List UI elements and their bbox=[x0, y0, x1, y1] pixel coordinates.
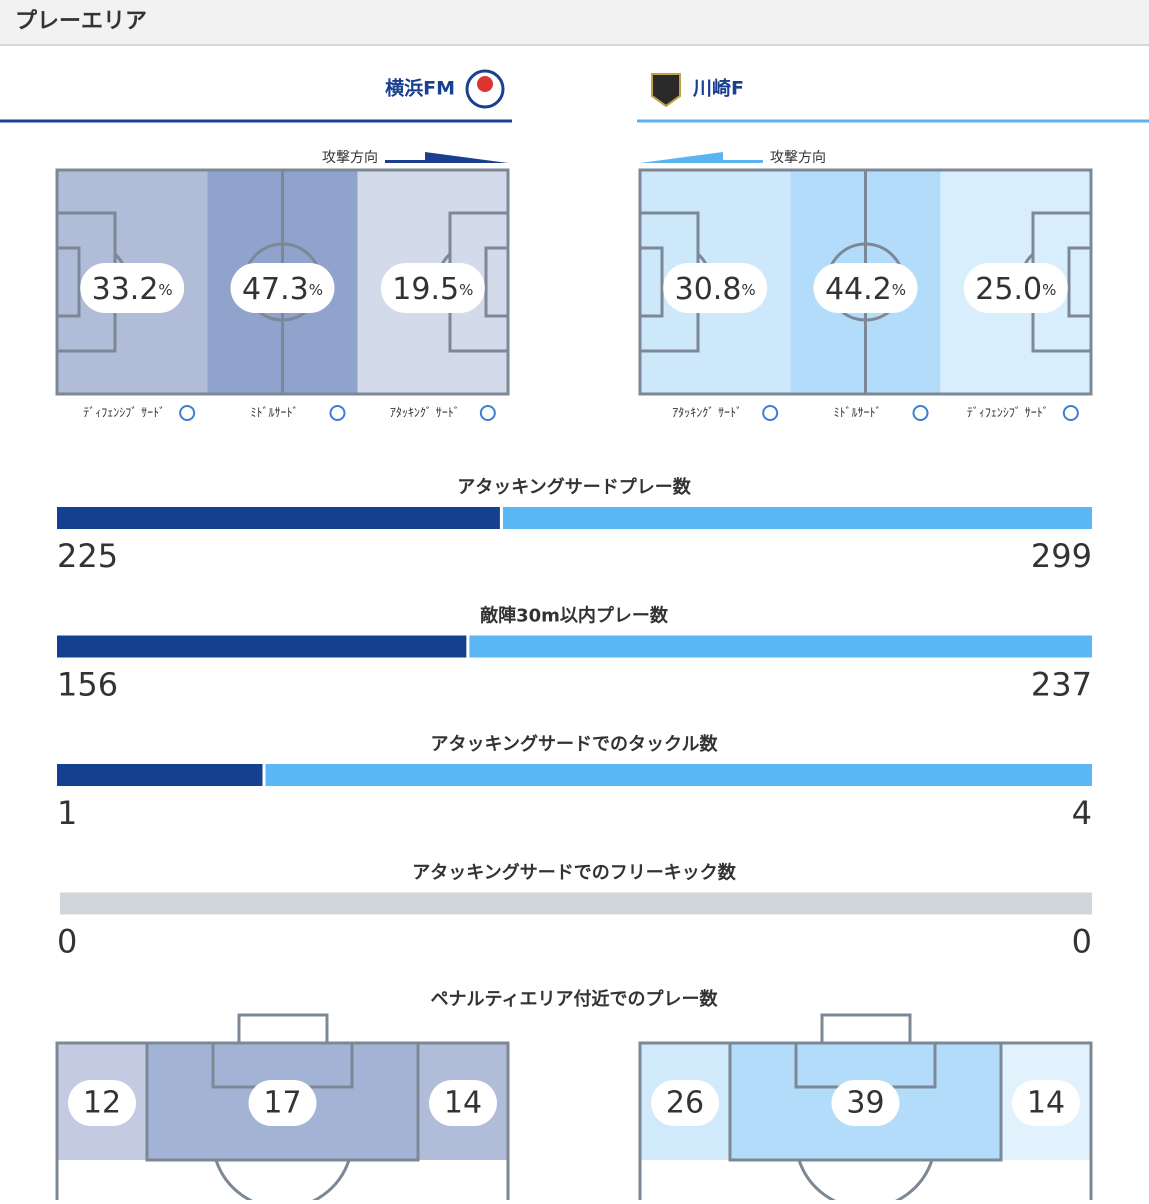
zone-label: ｱﾀｯｷﾝｸﾞ ｻｰﾄﾞ bbox=[672, 406, 742, 420]
zone-label: ﾃﾞｨﾌｪﾝｼﾌﾞ ｻｰﾄﾞ bbox=[967, 406, 1049, 420]
percent-unit: % bbox=[1042, 281, 1056, 299]
away-bar bbox=[502, 507, 1092, 529]
value-pill bbox=[80, 263, 185, 313]
zone-value: 44.2 bbox=[825, 272, 892, 307]
home-team-name: 横浜FM bbox=[385, 77, 455, 100]
value-pill bbox=[429, 1080, 497, 1126]
help-icon[interactable] bbox=[329, 405, 346, 421]
home-bar bbox=[57, 507, 500, 529]
away-value: 0 bbox=[1072, 923, 1092, 961]
help-icon[interactable] bbox=[912, 405, 929, 421]
area-value: 14 bbox=[1027, 1086, 1065, 1121]
empty-bar bbox=[60, 892, 1092, 915]
goal-box bbox=[484, 246, 510, 318]
home-value: 1 bbox=[57, 794, 77, 832]
home-value: 225 bbox=[57, 537, 118, 575]
header-title: プレーエリア bbox=[15, 9, 147, 34]
area-value: 12 bbox=[83, 1086, 121, 1121]
goal-box bbox=[1067, 246, 1093, 318]
value-pill bbox=[831, 1080, 900, 1126]
value-pill bbox=[68, 1080, 136, 1126]
direction-label: 攻撃方向 bbox=[322, 150, 378, 166]
away-value: 4 bbox=[1072, 794, 1092, 832]
zone-value: 33.2 bbox=[92, 272, 159, 307]
help-icon[interactable] bbox=[762, 405, 779, 421]
home-team-logo-mark bbox=[477, 76, 493, 92]
goal-box bbox=[638, 246, 664, 318]
field-line bbox=[145, 1043, 420, 1162]
away-value: 237 bbox=[1031, 666, 1092, 704]
zone-label: ﾐﾄﾞﾙｻｰﾄﾞ bbox=[250, 406, 298, 420]
zone-value: 30.8 bbox=[675, 272, 742, 307]
direction-arrow bbox=[640, 152, 763, 163]
goal bbox=[820, 1013, 912, 1043]
zone-percent: 19.5% bbox=[392, 272, 473, 307]
home-bar bbox=[57, 764, 263, 786]
stat-title: アタッキングサードプレー数 bbox=[457, 476, 691, 498]
zone-value: 25.0 bbox=[975, 272, 1042, 307]
value-pill bbox=[663, 263, 768, 313]
help-icon[interactable] bbox=[479, 405, 496, 421]
percent-unit: % bbox=[158, 281, 172, 299]
help-icon[interactable] bbox=[179, 405, 196, 421]
value-pill bbox=[1012, 1080, 1080, 1126]
away-team-logo bbox=[651, 73, 681, 108]
percent-unit: % bbox=[892, 281, 906, 299]
zone-label: ｱﾀｯｷﾝｸﾞ ｻｰﾄﾞ bbox=[390, 406, 460, 420]
zone-value: 19.5 bbox=[392, 272, 459, 307]
stat-title: 敵陣30m以内プレー数 bbox=[480, 605, 669, 627]
value-pill bbox=[813, 263, 918, 313]
away-bar bbox=[469, 635, 1092, 658]
penalty-arc bbox=[797, 1159, 934, 1204]
zone-value: 47.3 bbox=[242, 272, 309, 307]
home-value: 156 bbox=[57, 666, 118, 704]
direction-arrow bbox=[385, 152, 508, 163]
zone-percent: 30.8% bbox=[675, 272, 756, 307]
home-bar bbox=[57, 635, 467, 658]
goal-box bbox=[55, 246, 81, 318]
penalty-arc bbox=[214, 1159, 351, 1204]
field-line bbox=[55, 1041, 510, 1200]
zone-percent: 47.3% bbox=[242, 272, 323, 307]
field-line bbox=[728, 1043, 1003, 1162]
stat-title: アタッキングサードでのタックル数 bbox=[431, 733, 719, 755]
goal bbox=[237, 1013, 329, 1043]
area-value: 14 bbox=[444, 1086, 482, 1121]
value-pill bbox=[230, 263, 335, 313]
away-bar bbox=[265, 764, 1092, 786]
away-team-name: 川崎F bbox=[692, 77, 744, 100]
area-value: 26 bbox=[666, 1086, 704, 1121]
value-pill bbox=[651, 1080, 719, 1126]
percent-unit: % bbox=[741, 281, 755, 299]
value-pill bbox=[248, 1080, 317, 1126]
percent-unit: % bbox=[309, 281, 323, 299]
header-bar bbox=[0, 0, 1149, 45]
home-value: 0 bbox=[57, 923, 77, 961]
field-line bbox=[638, 1041, 1093, 1200]
away-value: 299 bbox=[1031, 537, 1092, 575]
zone-percent: 44.2% bbox=[825, 272, 906, 307]
area-value: 39 bbox=[846, 1086, 884, 1121]
zone-label: ﾐﾄﾞﾙｻｰﾄﾞ bbox=[833, 406, 881, 420]
value-pill bbox=[963, 263, 1068, 313]
percent-unit: % bbox=[459, 281, 473, 299]
penalty-title: ペナルティエリア付近でのプレー数 bbox=[431, 988, 719, 1010]
direction-label: 攻撃方向 bbox=[770, 150, 826, 166]
zone-label: ﾃﾞｨﾌｪﾝｼﾌﾞ ｻｰﾄﾞ bbox=[83, 406, 165, 420]
value-pill bbox=[380, 263, 485, 313]
zone-percent: 33.2% bbox=[92, 272, 173, 307]
zone-percent: 25.0% bbox=[975, 272, 1056, 307]
area-value: 17 bbox=[263, 1086, 301, 1121]
stat-title: アタッキングサードでのフリーキック数 bbox=[412, 862, 736, 884]
help-icon[interactable] bbox=[1062, 405, 1079, 421]
